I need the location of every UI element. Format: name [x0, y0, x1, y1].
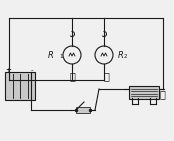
Bar: [129, 86, 159, 99]
Text: +: +: [5, 67, 11, 73]
Text: 1: 1: [59, 55, 62, 60]
Bar: [76, 107, 90, 113]
Text: 2: 2: [124, 55, 128, 60]
Text: R: R: [118, 50, 124, 60]
Text: -: -: [31, 67, 33, 73]
Text: 甲: 甲: [69, 71, 75, 81]
Bar: [5, 72, 35, 100]
Text: R: R: [48, 50, 54, 60]
Text: 乙: 乙: [103, 71, 109, 81]
Text: 丙: 丙: [159, 89, 165, 99]
